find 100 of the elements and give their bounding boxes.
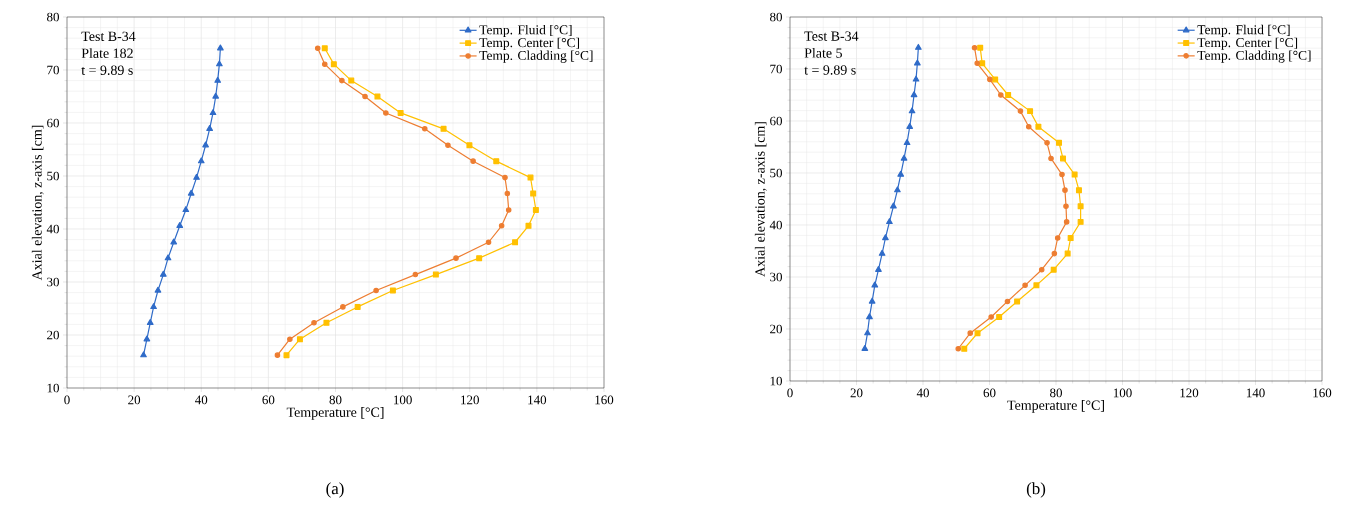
point bbox=[1027, 108, 1034, 115]
y-tick-label: 40 bbox=[769, 220, 782, 230]
point bbox=[1005, 92, 1012, 98]
point bbox=[987, 76, 993, 83]
point bbox=[202, 141, 209, 148]
point bbox=[321, 61, 328, 67]
point bbox=[875, 265, 882, 272]
point bbox=[214, 76, 222, 83]
point bbox=[914, 59, 921, 66]
x-tick-label: 0 bbox=[787, 388, 793, 398]
point bbox=[1025, 123, 1032, 130]
point bbox=[206, 125, 213, 132]
point bbox=[1063, 219, 1070, 225]
point bbox=[861, 344, 869, 351]
point bbox=[1077, 218, 1084, 225]
x-tick-label: 140 bbox=[528, 395, 547, 405]
point bbox=[373, 287, 379, 294]
point bbox=[1067, 235, 1074, 241]
point bbox=[466, 142, 473, 149]
point bbox=[992, 76, 999, 83]
point bbox=[193, 173, 200, 180]
point bbox=[914, 43, 922, 50]
point bbox=[170, 238, 178, 245]
point bbox=[187, 189, 195, 196]
point bbox=[977, 44, 984, 51]
point bbox=[866, 313, 873, 320]
x-tick-label: 40 bbox=[195, 395, 208, 405]
x-tick-label: 60 bbox=[262, 395, 275, 405]
point bbox=[498, 223, 505, 229]
point bbox=[397, 109, 404, 116]
point bbox=[1075, 187, 1082, 194]
y-tick-label: 60 bbox=[770, 116, 782, 126]
legend-label: Temp. Center [°C] bbox=[479, 37, 580, 50]
point bbox=[340, 304, 346, 310]
point bbox=[1044, 140, 1050, 146]
x-tick-label: 120 bbox=[461, 395, 479, 405]
y-tick-label: 80 bbox=[770, 12, 782, 22]
point bbox=[886, 218, 893, 225]
y-tick-label: 80 bbox=[47, 12, 59, 22]
point bbox=[330, 61, 337, 68]
point bbox=[908, 107, 916, 114]
point bbox=[339, 77, 345, 84]
y-tick-label: 40 bbox=[46, 224, 59, 234]
point bbox=[882, 234, 889, 241]
x-tick-label: 40 bbox=[916, 388, 929, 398]
point bbox=[530, 190, 537, 197]
x-axis-title: Temperature [°C] bbox=[286, 407, 384, 420]
point bbox=[1050, 266, 1057, 273]
point bbox=[143, 335, 151, 342]
point bbox=[864, 329, 871, 336]
annotation: t = 9.89 s bbox=[81, 65, 133, 75]
legend-label: Temp. Fluid [°C] bbox=[479, 24, 572, 38]
x-tick-label: 20 bbox=[850, 388, 863, 398]
y-tick-label: 50 bbox=[770, 168, 782, 178]
point bbox=[176, 222, 184, 229]
point bbox=[421, 126, 428, 132]
y-tick-label: 30 bbox=[770, 272, 782, 282]
point bbox=[1064, 250, 1071, 257]
point bbox=[527, 174, 534, 181]
y-tick-label: 70 bbox=[47, 65, 59, 75]
point bbox=[476, 255, 483, 262]
point bbox=[154, 286, 162, 293]
point bbox=[1077, 203, 1084, 210]
x-tick-label: 160 bbox=[595, 395, 614, 405]
point bbox=[453, 255, 459, 261]
x-tick-label: 80 bbox=[329, 395, 342, 405]
annotation: Test B-34 bbox=[804, 31, 859, 41]
legend-label: Temp. Cladding [°C] bbox=[1197, 50, 1311, 63]
y-tick-label: 70 bbox=[770, 64, 782, 74]
legend-label: Temp. Center [°C] bbox=[1197, 37, 1298, 50]
point bbox=[1071, 171, 1078, 178]
point bbox=[150, 303, 157, 310]
y-tick-label: 50 bbox=[47, 171, 59, 181]
point bbox=[140, 351, 147, 358]
x-tick-label: 160 bbox=[1313, 388, 1332, 398]
point bbox=[1054, 235, 1061, 241]
point bbox=[504, 190, 511, 197]
y-axis-title: Axial elevation, z-axis [cm] bbox=[31, 125, 44, 281]
point bbox=[900, 154, 908, 161]
annotation: t = 9.89 s bbox=[804, 65, 856, 75]
point bbox=[1022, 282, 1028, 289]
point bbox=[1063, 203, 1069, 210]
point bbox=[525, 222, 532, 229]
point bbox=[283, 352, 290, 359]
point bbox=[878, 249, 886, 256]
text: (a) bbox=[326, 482, 344, 498]
point bbox=[164, 254, 172, 261]
y-tick-label: 10 bbox=[770, 376, 782, 386]
point bbox=[348, 77, 355, 84]
point bbox=[197, 157, 205, 164]
point bbox=[1038, 266, 1045, 273]
x-axis-title: Temperature [°C] bbox=[1007, 400, 1104, 413]
point bbox=[311, 320, 317, 326]
point bbox=[906, 122, 914, 129]
text: (b) bbox=[1026, 482, 1046, 498]
point bbox=[1035, 123, 1042, 130]
x-tick-label: 120 bbox=[1180, 388, 1199, 398]
point bbox=[383, 110, 389, 116]
point bbox=[1033, 282, 1040, 289]
point bbox=[374, 93, 381, 100]
